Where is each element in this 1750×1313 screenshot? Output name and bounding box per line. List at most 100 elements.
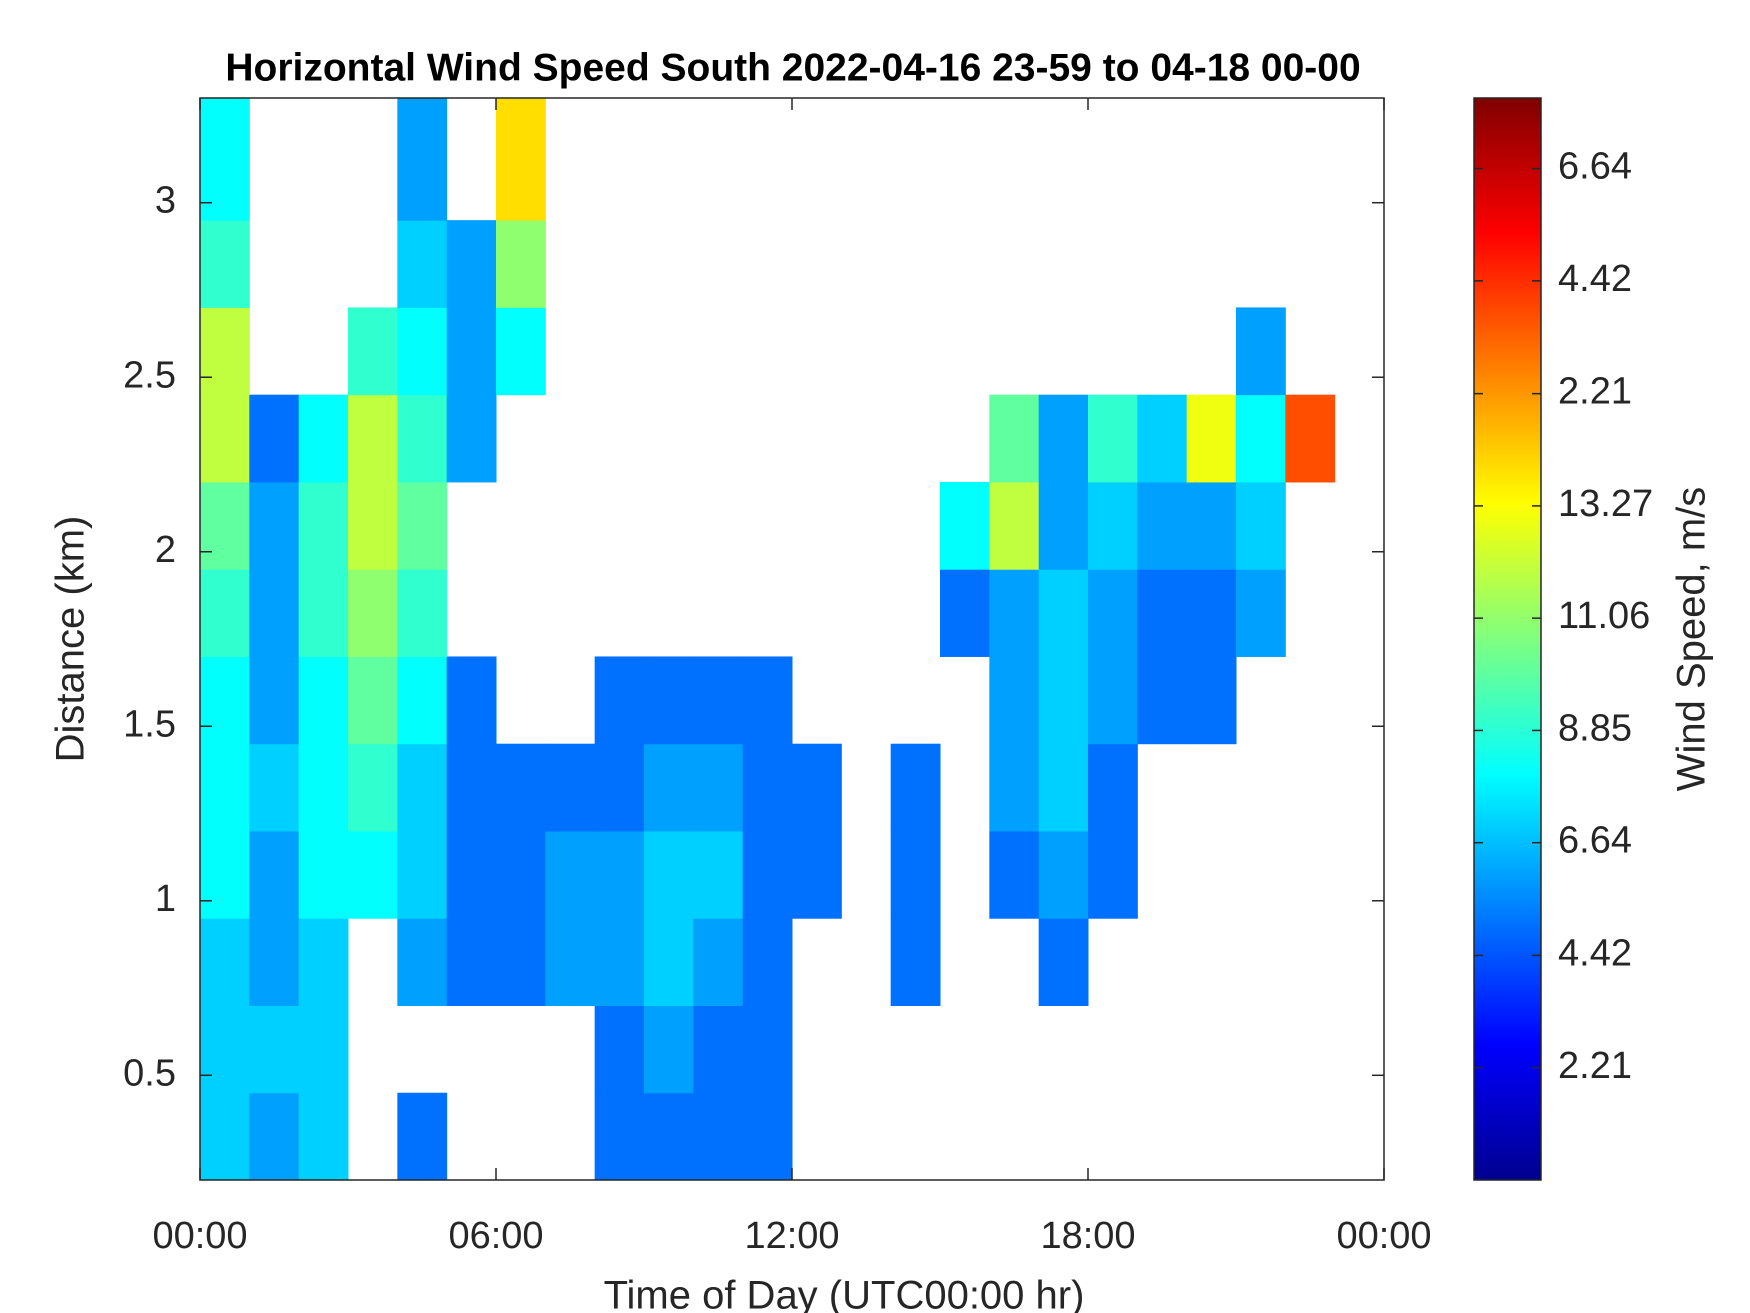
heatmap-cell [200,220,250,308]
heatmap-cell [298,394,349,483]
heatmap-cell [348,656,398,745]
heatmap-cell [446,307,497,396]
heatmap-cell [1236,481,1286,570]
heatmap-cell [1038,569,1089,657]
colorbar-label: Wind Speed, m/s [1670,487,1714,792]
heatmap-cell [249,1005,300,1094]
heatmap-cell [594,743,645,832]
heatmap-cell [348,830,398,919]
y-tick-label: 2.5 [123,354,176,396]
heatmap-cell [298,918,349,1006]
heatmap-cell [989,656,1040,745]
heatmap-cell [496,220,546,308]
heatmap-cell [249,830,300,919]
heatmap-cell [742,743,793,832]
heatmap-cell [1236,307,1286,396]
heatmap-cell [200,307,250,396]
heatmap-cell [298,1005,349,1094]
heatmap-cell [1285,394,1336,483]
colorbar-tick-label: 6.64 [1558,146,1632,188]
heatmap-cell [742,1092,793,1180]
heatmap-cell [200,743,250,832]
heatmap-cell [644,743,694,832]
heatmap-cell [594,1092,645,1180]
heatmap-cell [298,481,349,570]
heatmap-cell [397,98,448,221]
heatmap-cell [1038,481,1089,570]
chart-title: Horizontal Wind Speed South 2022-04-16 2… [225,46,1360,89]
colorbar-tick-label: 8.85 [1558,707,1632,749]
heatmap-cell [1088,830,1138,919]
heatmap-cell [1088,569,1138,657]
heatmap-cell [348,481,398,570]
heatmap-cell [249,918,300,1006]
heatmap-cell [249,394,300,483]
heatmap-cell [249,481,300,570]
heatmap-cell [644,918,694,1006]
heatmap-cell [446,743,497,832]
heatmap-cell [200,656,250,745]
heatmap-cell [1038,830,1089,919]
heatmap-cell [693,1092,744,1180]
x-tick-label: 18:00 [1040,1215,1135,1257]
heatmap-cell [940,481,990,570]
colorbar-tick-label: 2.21 [1558,1045,1632,1087]
heatmap-cell [742,656,793,745]
heatmap-cell [594,1005,645,1094]
colorbar-tick-label: 13.27 [1558,483,1653,525]
heatmap-cell [496,918,546,1006]
heatmap-cell [1186,481,1237,570]
colorbar [1473,97,1542,1181]
heatmap-cell [446,220,497,308]
y-tick-label: 1 [155,878,176,920]
heatmap-cell [644,1005,694,1094]
heatmap-cell [397,220,448,308]
y-tick-label: 0.5 [123,1052,176,1094]
heatmap-cell [1137,481,1188,570]
heatmap-cell [1137,394,1188,483]
heatmap-cell [1088,394,1138,483]
heatmap-cell [298,830,349,919]
x-axis-label: Time of Day (UTC00:00 hr) [604,1274,1085,1313]
heatmap-cell [249,569,300,657]
heatmap-cell [200,394,250,483]
heatmap-cell [1137,656,1188,745]
heatmap-cell [200,98,250,221]
heatmap-cell [989,743,1040,832]
heatmap-cell [446,656,497,745]
heatmap-cell [989,830,1040,919]
heatmap-cell [1038,394,1089,483]
heatmap-cell [890,743,941,832]
heatmap-cell [545,743,596,832]
heatmap-cell [446,830,497,919]
heatmap-cell [446,918,497,1006]
heatmap-cell [594,918,645,1006]
heatmap-cell [1088,743,1138,832]
colorbar-tick-label: 11.06 [1558,595,1650,637]
heatmap-cell [496,98,546,221]
heatmap-cell [298,1092,349,1180]
heatmap-cell [348,743,398,832]
heatmap-cell [397,743,448,832]
heatmap-cell [693,918,744,1006]
heatmap-cell [397,830,448,919]
colorbar-tick-label: 4.42 [1558,933,1632,975]
x-tick-label: 12:00 [744,1215,839,1257]
heatmap-cell [890,918,941,1006]
heatmap-cell [1186,569,1237,657]
colorbar-tick-label: 4.42 [1558,258,1632,300]
heatmap-cell [545,918,596,1006]
heatmap-cell [644,1092,694,1180]
heatmap-cell [792,743,842,832]
x-tick-label: 06:00 [448,1215,543,1257]
heatmap-cell [200,830,250,919]
heatmap-cell [200,1005,250,1094]
heatmap-cell [200,1092,250,1180]
heatmap-cell [397,481,448,570]
heatmap-cell [693,830,744,919]
colorbar-tick-label: 6.64 [1558,820,1632,862]
heatmap-cell [496,830,546,919]
y-axis-label: Distance (km) [49,516,93,763]
heatmap-cell [594,830,645,919]
